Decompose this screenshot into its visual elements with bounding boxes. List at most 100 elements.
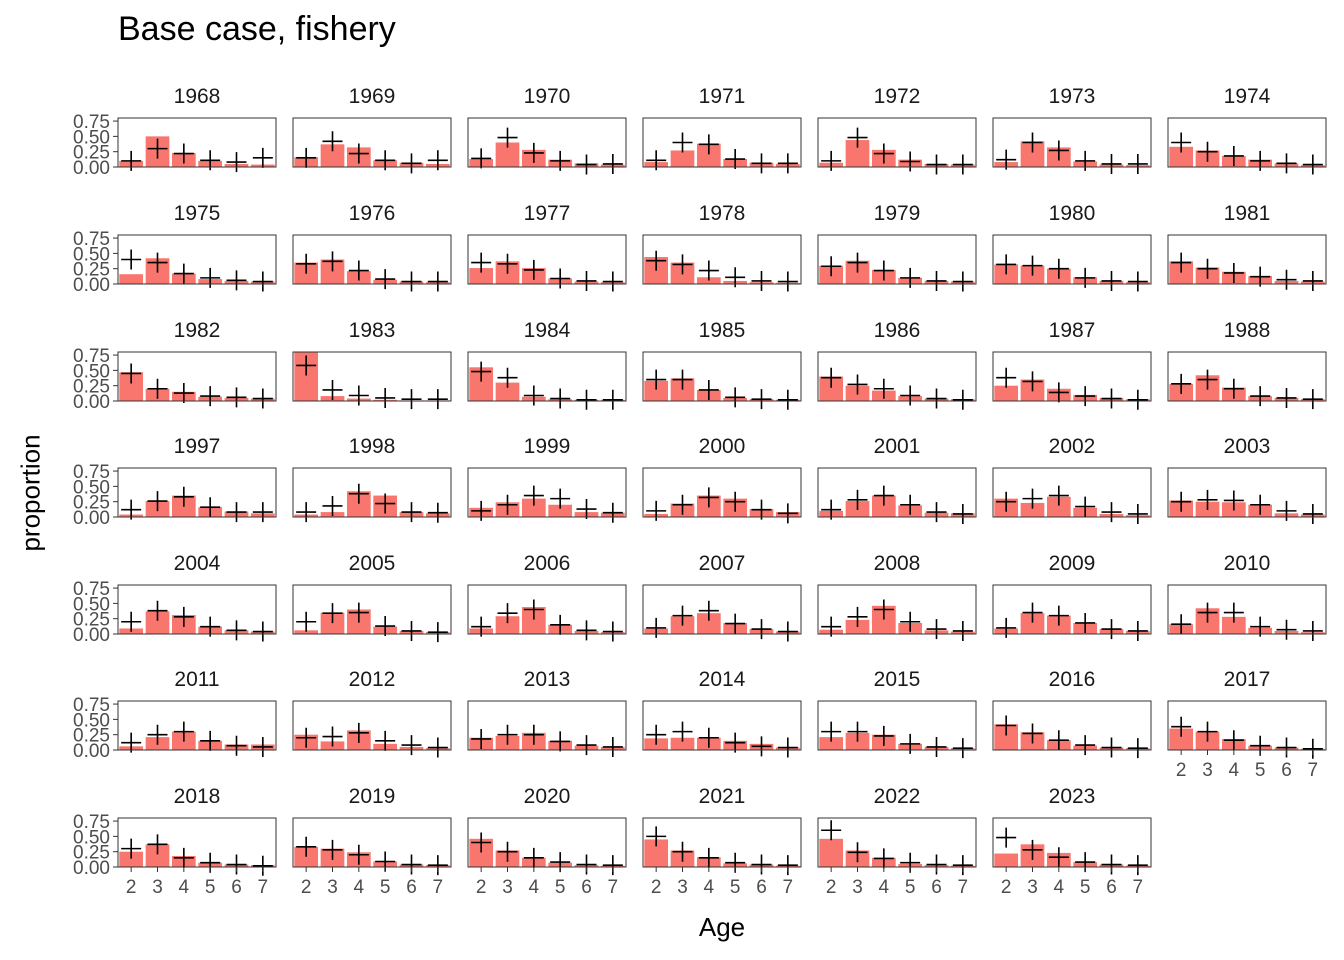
plus-marker	[1127, 855, 1148, 876]
panel-title: 2011	[174, 668, 219, 691]
plus-marker	[873, 143, 894, 164]
y-tick-label: 0.75	[73, 112, 110, 133]
plus-marker	[1171, 132, 1192, 153]
panel-border	[292, 117, 452, 168]
plus-marker	[252, 736, 273, 757]
x-tick-label: 7	[608, 877, 619, 898]
plus-marker	[401, 153, 422, 174]
plus-marker	[523, 847, 544, 868]
plus-marker	[471, 252, 492, 273]
panel-border	[992, 584, 1152, 635]
x-tick-label: 2	[476, 877, 487, 898]
plus-marker	[751, 499, 772, 520]
bar	[994, 853, 1019, 867]
plus-marker	[646, 826, 667, 847]
x-tick-label: 6	[1106, 877, 1117, 898]
panel-title: 1998	[349, 435, 396, 458]
bar	[994, 724, 1019, 750]
plus-marker	[252, 147, 273, 168]
plus-marker	[1302, 270, 1323, 291]
x-tick-label: 2	[651, 877, 662, 898]
plus-marker	[497, 494, 518, 515]
plus-marker	[1127, 503, 1148, 524]
panel-title: 1980	[1049, 202, 1096, 225]
panel-title: 2007	[699, 552, 746, 575]
panel-title: 2000	[699, 435, 746, 458]
plus-marker	[1250, 150, 1271, 171]
panel-border	[117, 234, 277, 285]
plus-marker	[873, 725, 894, 746]
panel-border	[292, 584, 452, 635]
bar	[696, 143, 721, 167]
plus-marker	[646, 500, 667, 521]
panel-title: 2006	[524, 552, 571, 575]
bar	[346, 491, 371, 517]
plus-marker	[523, 142, 544, 163]
plus-marker	[602, 855, 623, 876]
plus-marker	[523, 599, 544, 620]
bar	[644, 839, 669, 867]
bar	[119, 274, 144, 284]
panel-border	[117, 817, 277, 868]
x-tick-label: 4	[529, 877, 540, 898]
plus-marker	[777, 503, 798, 524]
y-tick-label: 0.50	[73, 361, 110, 382]
plus-marker	[1302, 738, 1323, 759]
plus-marker	[1223, 145, 1244, 166]
plus-marker	[873, 848, 894, 869]
x-tick-label: 7	[783, 877, 794, 898]
bar	[294, 630, 319, 634]
panel-title: 1969	[349, 85, 396, 108]
panel-border	[117, 584, 277, 635]
plus-marker	[147, 600, 168, 621]
panel-border	[992, 817, 1152, 868]
panel-title: 2022	[874, 785, 921, 808]
plus-marker	[252, 855, 273, 876]
plus-marker	[550, 150, 571, 171]
y-tick-label: 0.75	[73, 579, 110, 600]
panel-border	[1167, 467, 1327, 518]
panel-border	[467, 351, 627, 402]
plus-marker	[821, 150, 842, 171]
plus-marker	[550, 731, 571, 752]
plus-marker	[725, 387, 746, 408]
panel-border	[817, 584, 977, 635]
plus-marker	[576, 389, 597, 410]
plus-marker	[926, 270, 947, 291]
plus-marker	[926, 502, 947, 523]
y-tick-label: 0.75	[73, 462, 110, 483]
plus-marker	[1101, 153, 1122, 174]
plus-marker	[873, 599, 894, 620]
plus-marker	[226, 502, 247, 523]
bar	[521, 498, 546, 517]
plus-marker	[296, 502, 317, 523]
plus-marker	[1101, 737, 1122, 758]
panel-title: 2009	[1049, 552, 1096, 575]
x-tick-label: 7	[958, 877, 969, 898]
plus-marker	[550, 488, 571, 509]
bar	[845, 140, 870, 167]
panel-title: 1975	[174, 202, 221, 225]
plus-marker	[550, 268, 571, 289]
x-tick-label: 5	[1080, 877, 1091, 898]
plus-marker	[121, 249, 142, 270]
plus-marker	[322, 131, 343, 152]
y-tick-label: 0.25	[73, 143, 110, 164]
panel-border	[117, 351, 277, 402]
bar	[495, 616, 520, 634]
x-tick-label: 5	[905, 877, 916, 898]
plus-marker	[602, 153, 623, 174]
plus-marker	[996, 827, 1017, 848]
plus-marker	[672, 254, 693, 275]
plus-marker	[821, 367, 842, 388]
x-tick-label: 3	[502, 877, 513, 898]
x-tick-label: 7	[1308, 760, 1319, 781]
panel-title: 1984	[524, 319, 571, 342]
plus-marker	[1223, 262, 1244, 283]
plus-marker	[821, 256, 842, 277]
plus-marker	[1048, 730, 1069, 751]
bar	[1169, 146, 1194, 167]
plus-marker	[1048, 847, 1069, 868]
plus-marker	[751, 270, 772, 291]
plus-marker	[996, 149, 1017, 170]
